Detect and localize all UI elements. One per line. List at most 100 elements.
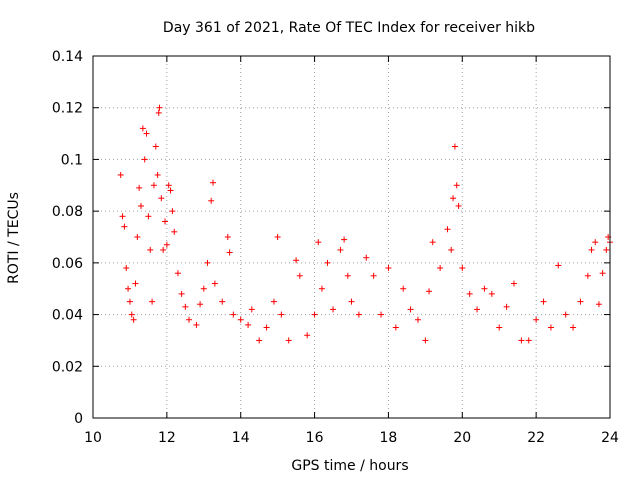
y-tick-label: 0.04 <box>52 308 83 324</box>
data-point <box>139 125 146 132</box>
data-point <box>143 130 150 137</box>
data-point <box>171 228 178 235</box>
data-point <box>455 202 462 209</box>
data-point <box>210 179 217 186</box>
data-point <box>370 272 377 279</box>
data-point <box>318 285 325 292</box>
data-point <box>245 321 252 328</box>
data-point <box>270 298 277 305</box>
data-point <box>570 324 577 331</box>
data-point <box>152 143 159 150</box>
data-point <box>453 182 460 189</box>
x-tick-label: 20 <box>453 430 471 446</box>
data-point <box>117 171 124 178</box>
data-point <box>392 324 399 331</box>
data-point <box>128 311 135 318</box>
data-point <box>400 285 407 292</box>
data-point <box>132 280 139 287</box>
data-point <box>167 187 174 194</box>
data-point <box>451 143 458 150</box>
x-axis-label: GPS time / hours <box>291 458 408 474</box>
data-point <box>293 257 300 264</box>
data-point <box>174 270 181 277</box>
data-point <box>211 280 218 287</box>
data-point <box>230 311 237 318</box>
data-point <box>126 298 133 305</box>
data-point <box>304 332 311 339</box>
data-point <box>547 324 554 331</box>
data-point <box>426 288 433 295</box>
data-point <box>577 298 584 305</box>
data-point <box>186 316 193 323</box>
data-point <box>237 316 244 323</box>
y-axis-label: ROTI / TECUs <box>6 192 22 284</box>
data-point <box>481 285 488 292</box>
data-point <box>162 218 169 225</box>
data-point <box>378 311 385 318</box>
data-point <box>169 208 176 215</box>
data-point <box>163 241 170 248</box>
data-point <box>330 306 337 313</box>
data-point <box>414 316 421 323</box>
data-point <box>256 337 263 344</box>
data-point <box>147 246 154 253</box>
data-point <box>149 298 156 305</box>
data-point <box>525 337 532 344</box>
y-tick-label: 0.12 <box>52 101 83 117</box>
data-point <box>226 249 233 256</box>
x-tick-label: 16 <box>306 430 324 446</box>
data-point <box>248 306 255 313</box>
data-point <box>466 290 473 297</box>
data-point <box>450 195 457 202</box>
data-point <box>355 311 362 318</box>
data-point <box>155 109 162 116</box>
data-point <box>204 259 211 266</box>
y-tick-label: 0.14 <box>52 49 83 65</box>
data-point <box>136 184 143 191</box>
data-point <box>158 195 165 202</box>
data-point <box>141 156 148 163</box>
data-point <box>156 104 163 111</box>
data-point <box>518 337 525 344</box>
data-point <box>285 337 292 344</box>
data-point <box>130 316 137 323</box>
grid-lines <box>93 56 610 418</box>
data-point <box>274 234 281 240</box>
data-point <box>200 285 207 292</box>
data-point <box>422 337 429 344</box>
data-point <box>584 272 591 279</box>
data-point <box>145 213 152 220</box>
y-tick-label: 0.06 <box>52 256 83 272</box>
data-point <box>125 285 132 292</box>
data-point <box>562 311 569 318</box>
data-point <box>459 265 466 272</box>
x-tick-label: 12 <box>158 430 176 446</box>
data-point <box>123 265 130 272</box>
y-tick-label: 0 <box>74 411 83 427</box>
data-point <box>138 202 145 209</box>
data-point <box>599 270 606 277</box>
data-point <box>197 301 204 308</box>
x-tick-label: 14 <box>232 430 250 446</box>
axis-ticks: 10 12 14 16 18 20 22 24 0 0.02 0.04 0.06 0.08 0.1 0.12… <box>52 49 619 446</box>
data-point <box>444 226 451 233</box>
y-tick-label: 0.08 <box>52 204 83 220</box>
data-point <box>555 262 562 269</box>
data-point <box>150 182 157 189</box>
data-point <box>193 321 200 328</box>
data-point <box>540 298 547 305</box>
data-point <box>311 311 318 318</box>
data-point <box>134 234 141 240</box>
data-point <box>385 265 392 272</box>
data-point <box>474 306 481 313</box>
data-point <box>278 311 285 318</box>
data-point <box>178 290 185 297</box>
x-tick-label: 18 <box>380 430 398 446</box>
data-point <box>348 298 355 305</box>
data-point <box>488 290 495 297</box>
data-point <box>154 171 161 178</box>
data-point <box>588 246 595 253</box>
data-point <box>119 213 126 220</box>
data-point <box>160 246 167 253</box>
